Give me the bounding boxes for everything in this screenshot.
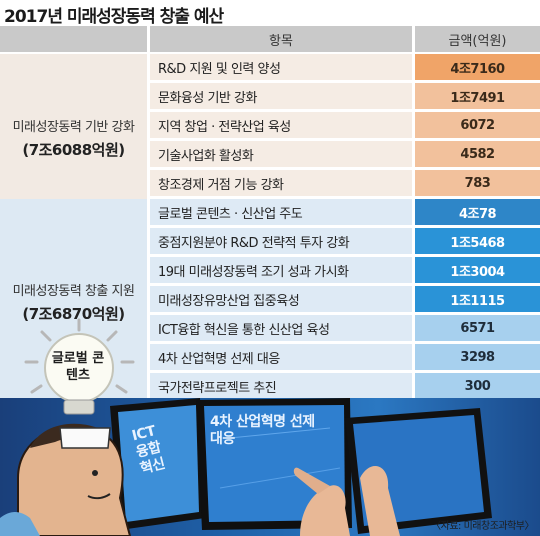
table-row-label: 창조경제 거점 기능 강화	[150, 170, 412, 196]
table-row-amount: 783	[415, 170, 540, 196]
table-row-amount: 4582	[415, 141, 540, 167]
table-row-amount: 4조7160	[415, 54, 540, 80]
table-row-label: R&D 지원 및 인력 양성	[150, 54, 412, 80]
table-row-amount: 6571	[415, 315, 540, 341]
person-illustration	[0, 423, 132, 536]
group-name: 미래성장동력 기반 강화	[12, 120, 135, 135]
table-row-amount: 300	[415, 373, 540, 399]
table-row-label: 미래성장유망산업 집중육성	[150, 286, 412, 312]
illustration-banner	[0, 398, 540, 536]
table-row-label: 지역 창업 · 전략산업 육성	[150, 112, 412, 138]
table-row-amount: 6072	[415, 112, 540, 138]
table-row-amount: 4조78	[415, 199, 540, 225]
table-row-label: 중점지원분야 R&D 전략적 투자 강화	[150, 228, 412, 254]
table-row-label: ICT융합 혁신을 통한 신산업 육성	[150, 315, 412, 341]
hands	[293, 465, 400, 536]
page-title: 2017년 미래성장동력 창출 예산	[4, 7, 224, 27]
header-amount: 금액(억원)	[415, 26, 540, 52]
table-row-label: 기술사업화 활성화	[150, 141, 412, 167]
tablet-center	[196, 398, 352, 530]
group-total: (7조6088억원)	[22, 141, 125, 159]
bulb-label: 글로벌 콘텐츠	[51, 351, 105, 383]
table-row-amount: 1조1115	[415, 286, 540, 312]
table-row-label: 국가전략프로젝트 추진	[150, 373, 412, 399]
group-name: 미래성장동력 창출 지원	[12, 283, 135, 299]
header-blank-cell	[0, 26, 147, 52]
lightbulb-icon	[24, 318, 135, 415]
group-total: (7조6870억원)	[22, 304, 125, 323]
tablet-left	[110, 398, 205, 530]
source-note: 〈자료: 미래창조과학부〉	[431, 521, 534, 532]
table-row-amount: 1조5468	[415, 228, 540, 254]
group-label-1: 미래성장동력 기반 강화 (7조6088억원)	[0, 54, 147, 222]
table-row-amount: 3298	[415, 344, 540, 370]
table-row-label: 문화융성 기반 강화	[150, 83, 412, 109]
table-row-amount: 1조7491	[415, 83, 540, 109]
illustration-scene	[0, 398, 492, 536]
table-row-label: 19대 미래성장동력 조기 성과 가시화	[150, 257, 412, 283]
table-row-label: 글로벌 콘텐츠 · 신산업 주도	[150, 199, 412, 225]
table-row-amount: 1조3004	[415, 257, 540, 283]
table-row-label: 4차 산업혁명 선제 대응	[150, 344, 412, 370]
header-item: 항목	[150, 26, 412, 52]
tablet-center-label: 4차 산업혁명 선제 대응	[210, 414, 315, 447]
